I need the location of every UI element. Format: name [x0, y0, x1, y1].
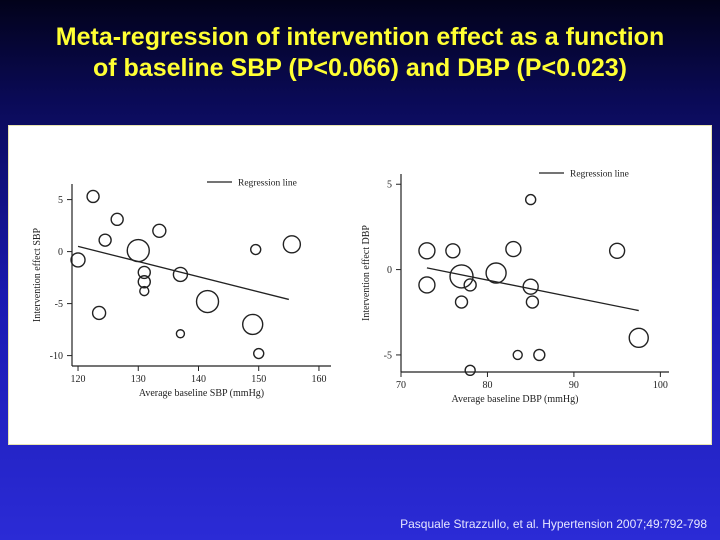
- sbp-data-point: [86, 189, 100, 204]
- sbp-data-point: [172, 266, 189, 283]
- sbp-data-point: [137, 265, 151, 280]
- dbp-data-point: [418, 242, 436, 260]
- sbp-legend-label: Regression line: [238, 179, 297, 189]
- sbp-data-point: [91, 305, 107, 321]
- dbp-x-tick-label: 80: [482, 380, 492, 391]
- sbp-y-tick-label: 5: [58, 195, 63, 206]
- slide-title: Meta-regression of intervention effect a…: [0, 22, 720, 84]
- sbp-x-tick-label: 120: [71, 374, 86, 385]
- sbp-data-point: [253, 347, 265, 360]
- dbp-y-tick-label: -5: [384, 350, 392, 361]
- sbp-data-point: [98, 233, 112, 247]
- sbp-data-point: [110, 212, 124, 227]
- dbp-y-tick-label: 5: [387, 180, 392, 191]
- sbp-x-axis-label: Average baseline SBP (mmHg): [139, 388, 264, 399]
- dbp-data-point: [524, 193, 537, 206]
- dbp-x-tick-label: 90: [569, 380, 579, 391]
- sbp-y-tick-label: -5: [55, 299, 63, 310]
- dbp-data-point: [454, 295, 469, 309]
- sbp-y-tick-label: -10: [50, 351, 63, 362]
- dbp-data-point: [512, 349, 523, 361]
- dbp-data-point: [533, 348, 546, 362]
- citation: Pasquale Strazzullo, et al. Hypertension…: [400, 517, 707, 531]
- sbp-data-point: [175, 329, 186, 339]
- dbp-legend-label: Regression line: [570, 170, 629, 180]
- sbp-x-tick-label: 150: [251, 374, 266, 385]
- dbp-data-point: [445, 243, 461, 259]
- sbp-data-point: [250, 243, 262, 256]
- sbp-data-point: [152, 223, 167, 239]
- dbp-data-point: [418, 276, 436, 294]
- sbp-y-axis-label: Intervention effect SBP: [32, 227, 43, 322]
- sbp-y-tick-label: 0: [58, 247, 63, 258]
- slide-title-line-1: Meta-regression of intervention effect a…: [55, 23, 665, 51]
- dbp-y-axis-label: Intervention effect DBP: [361, 225, 372, 321]
- slide-title-line-2: of baseline SBP (P<0.066) and DBP (P<0.0…: [92, 54, 628, 82]
- dbp-y-tick-label: 0: [387, 265, 392, 276]
- dbp-data-point: [525, 295, 540, 309]
- dbp-x-axis-label: Average baseline DBP (mmHg): [452, 394, 579, 405]
- dbp-data-point: [505, 240, 522, 258]
- sbp-regression-line: [77, 245, 289, 301]
- chart-panel: 120 130 140 150 160 5 0 -5 -10 Average baseline S…: [8, 125, 712, 445]
- sbp-scatter-chart: 120 130 140 150 160 5 0 -5 -10 Average baseline S…: [32, 170, 669, 405]
- dbp-data-point: [464, 364, 476, 376]
- sbp-x-tick-label: 130: [131, 374, 146, 385]
- dbp-data-point: [485, 262, 507, 284]
- dbp-regression-line: [426, 267, 639, 312]
- dbp-data-point: [463, 278, 477, 292]
- dbp-x-tick-label: 70: [396, 380, 406, 391]
- dbp-data-point: [449, 264, 474, 289]
- sbp-x-tick-label: 140: [191, 374, 206, 385]
- sbp-data-point: [137, 275, 151, 289]
- sbp-data-point: [241, 313, 264, 336]
- sbp-data-point: [282, 235, 302, 254]
- sbp-data-point: [126, 238, 150, 263]
- sbp-data-point: [195, 289, 220, 314]
- dbp-data-point: [522, 278, 539, 295]
- dbp-data-point: [628, 327, 649, 349]
- sbp-data-point: [70, 252, 86, 268]
- sbp-data-point: [139, 285, 150, 297]
- dbp-data-point: [608, 242, 626, 260]
- sbp-x-tick-label: 160: [311, 374, 326, 385]
- dbp-x-tick-label: 100: [653, 380, 668, 391]
